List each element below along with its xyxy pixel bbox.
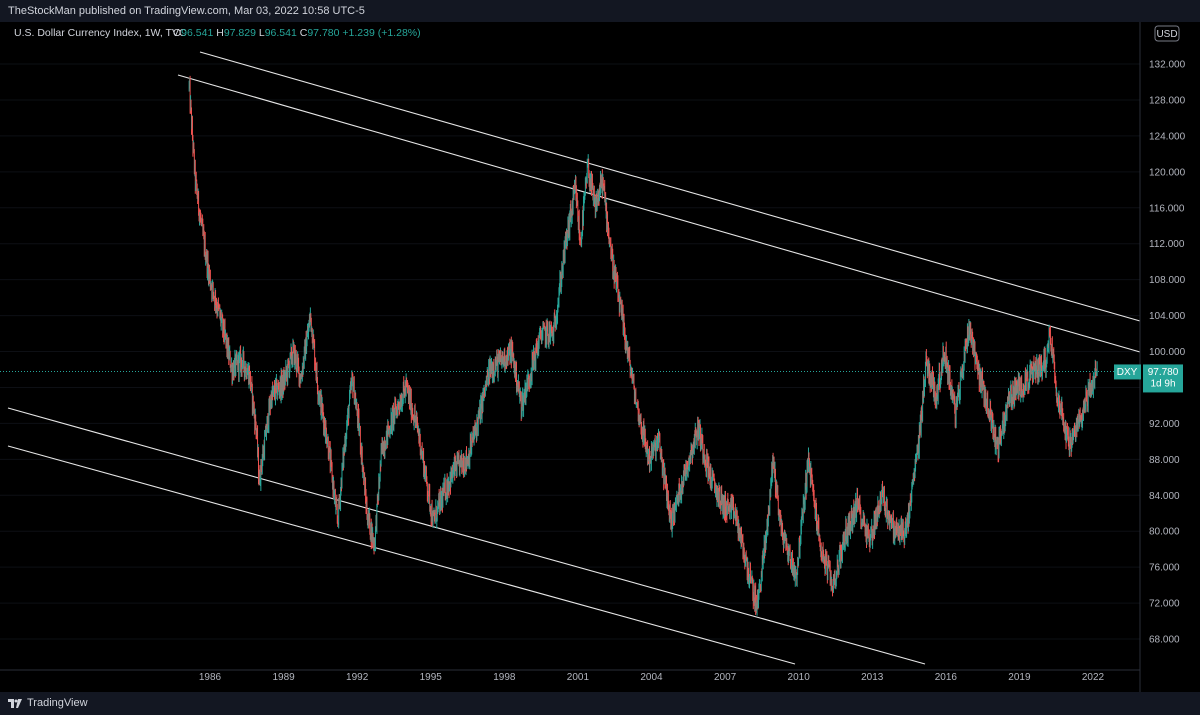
chart-panel[interactable]: 132.000 128.000 124.000 120.000 116.000 112.0…	[0, 22, 1200, 692]
legend-change: +1.239 (+1.28%)	[342, 27, 420, 39]
legend-c-value: 97.780	[307, 27, 339, 39]
x-tick-label: 1986	[199, 672, 222, 683]
legend-l-label: L	[259, 27, 265, 39]
y-tick-label: 104.000	[1149, 311, 1186, 322]
price-tag-countdown: 1d 9h	[1150, 378, 1175, 389]
legend-ohlc: O96.541 H97.829 L96.541 C97.780 +1.239 (…	[173, 27, 421, 39]
x-tick-label: 1998	[493, 672, 516, 683]
x-tick-label: 2019	[1008, 672, 1031, 683]
y-tick-label: 108.000	[1149, 275, 1186, 286]
price-tag: DXY 97.780 1d 9h	[1114, 364, 1183, 393]
y-tick-label: 112.000	[1149, 239, 1185, 250]
currency-button[interactable]: USD	[1154, 25, 1180, 42]
x-tick-label: 2007	[714, 672, 737, 683]
y-tick-label: 100.000	[1149, 347, 1186, 358]
trend-channel-line[interactable]	[7, 445, 796, 665]
currency-label: USD	[1156, 29, 1177, 40]
legend-symbol: U.S. Dollar Currency Index, 1W, TVC	[14, 27, 187, 39]
tradingview-logo[interactable]: TradingView	[8, 697, 88, 709]
y-tick-label: 84.000	[1149, 491, 1180, 502]
publisher-text: TheStockMan published on TradingView.com…	[8, 5, 365, 17]
legend-h-value: 97.829	[224, 27, 256, 39]
legend-o-value: 96.541	[181, 27, 213, 39]
price-tag-ticker: DXY	[1117, 367, 1138, 378]
y-tick-label: 68.000	[1149, 635, 1180, 646]
y-tick-label: 72.000	[1149, 599, 1180, 610]
legend-c-label: C	[300, 27, 308, 39]
y-tick-label: 80.000	[1149, 527, 1180, 538]
y-tick-label: 92.000	[1149, 419, 1180, 430]
chart-canvas[interactable]: 132.000 128.000 124.000 120.000 116.000 112.0…	[0, 22, 1200, 692]
footer-bar: TradingView	[0, 692, 1200, 715]
x-tick-label: 1992	[346, 672, 369, 683]
y-tick-label: 132.000	[1149, 60, 1186, 71]
x-tick-label: 2013	[861, 672, 884, 683]
x-tick-label: 2016	[935, 672, 958, 683]
x-tick-label: 2010	[788, 672, 811, 683]
legend-h-label: H	[216, 27, 224, 39]
legend-l-value: 96.541	[265, 27, 297, 39]
x-tick-label: 1989	[272, 672, 295, 683]
tradingview-logo-icon	[8, 698, 22, 708]
x-tick-label: 2022	[1082, 672, 1105, 683]
y-tick-label: 120.000	[1149, 167, 1186, 178]
x-tick-label: 2004	[640, 672, 663, 683]
y-tick-label: 124.000	[1149, 131, 1186, 142]
price-tag-price: 97.780	[1148, 367, 1179, 378]
y-tick-label: 116.000	[1149, 203, 1185, 214]
tradingview-brand: TradingView	[27, 697, 88, 709]
publisher-bar: TheStockMan published on TradingView.com…	[0, 0, 1200, 22]
x-tick-label: 1995	[420, 672, 443, 683]
x-tick-label: 2001	[567, 672, 590, 683]
trend-channel-line[interactable]	[199, 51, 1141, 322]
trend-channel-line[interactable]	[7, 407, 926, 665]
legend-o-label: O	[173, 27, 181, 39]
y-tick-label: 88.000	[1149, 455, 1180, 466]
y-tick-label: 76.000	[1149, 563, 1180, 574]
y-tick-label: 128.000	[1149, 95, 1186, 106]
trend-channel-line[interactable]	[177, 74, 1141, 353]
